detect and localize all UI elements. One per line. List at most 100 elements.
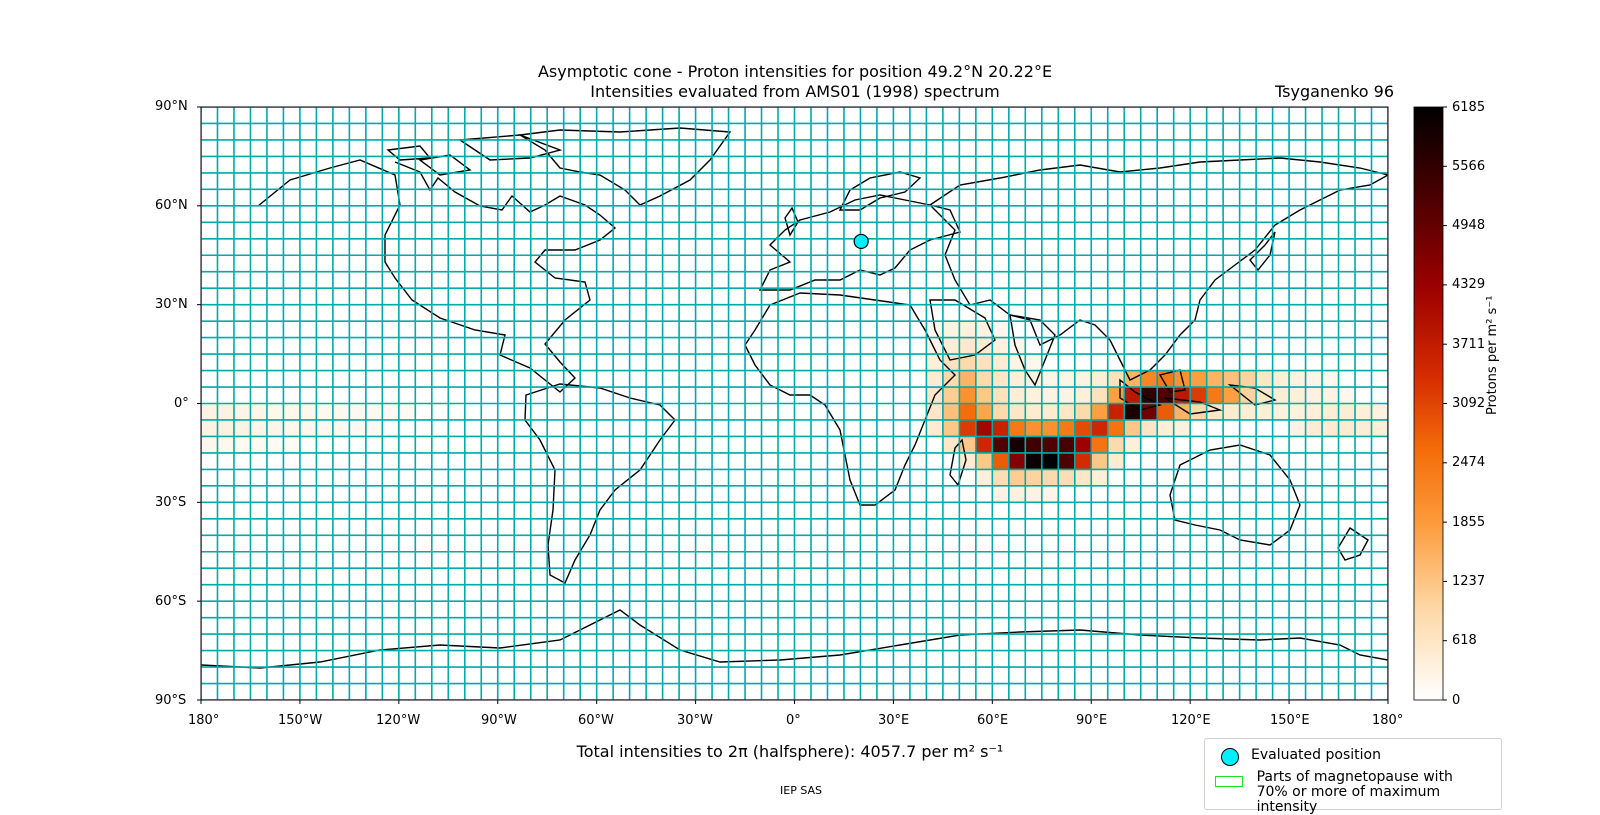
intensity-cell (992, 452, 1009, 470)
intensity-cell (1140, 370, 1158, 388)
intensity-cell (942, 321, 960, 338)
intensity-cell (1074, 370, 1092, 388)
intensity-cell (959, 452, 976, 470)
legend-evaluated-label: Evaluated position (1251, 747, 1381, 763)
intensity-cell (1355, 419, 1372, 437)
intensity-cell (332, 419, 350, 437)
intensity-cell (1157, 419, 1174, 437)
intensity-cell (1074, 469, 1092, 486)
intensity-cell (250, 403, 267, 420)
intensity-cell (1190, 387, 1207, 404)
intensity-cell (1025, 436, 1042, 453)
intensity-cell (1124, 436, 1141, 453)
intensity-cell (942, 387, 960, 404)
intensity-cell (942, 354, 960, 371)
colorbar-tick: 3711 (1452, 337, 1486, 352)
colorbar-tick: 4329 (1452, 277, 1486, 292)
intensity-cell (217, 419, 234, 437)
intensity-cell (233, 436, 251, 453)
lon-label: 180° (1372, 713, 1404, 728)
intensity-cell (1008, 419, 1026, 437)
intensity-cell (1025, 485, 1042, 503)
intensity-cell (975, 337, 993, 355)
intensity-cell (1322, 419, 1339, 437)
intensity-cell (1041, 370, 1059, 388)
intensity-cell (992, 321, 1009, 338)
intensity-cell (1058, 370, 1075, 388)
intensity-cell (1190, 403, 1207, 420)
intensity-cell (959, 321, 976, 338)
colorbar-tick: 618 (1452, 633, 1477, 648)
lon-label: 180° (188, 713, 220, 728)
intensity-cell (1025, 403, 1042, 420)
lon-label: 90°E (1076, 713, 1108, 728)
intensity-cell (1305, 419, 1323, 437)
intensity-cell (1107, 419, 1125, 437)
lat-label: 30°S (155, 495, 187, 510)
intensity-cell (1008, 370, 1026, 388)
intensity-cell (266, 436, 284, 453)
intensity-cell (1289, 370, 1306, 388)
intensity-cell (975, 370, 993, 388)
intensity-cell (1008, 403, 1026, 420)
intensity-cell (201, 436, 218, 453)
intensity-cell (316, 403, 333, 420)
intensity-cell (1289, 419, 1306, 437)
intensity-cell (959, 354, 976, 371)
intensity-cell (975, 469, 993, 486)
intensity-cell (942, 419, 960, 437)
intensity-cell (250, 436, 267, 453)
intensity-cell (1058, 419, 1075, 437)
magnetopause-icon (1215, 776, 1243, 787)
intensity-cell (1107, 452, 1125, 470)
intensity-cell (1124, 419, 1141, 437)
intensity-cell (1206, 370, 1224, 388)
intensity-cell (942, 436, 960, 453)
colorbar-tick: 5566 (1452, 159, 1486, 174)
intensity-cell (959, 337, 976, 355)
colorbar-tick: 0 (1452, 693, 1461, 708)
intensity-cell (1305, 387, 1323, 404)
intensity-cell (1008, 436, 1026, 453)
intensity-cell (1058, 387, 1075, 404)
intensity-cell (1025, 387, 1042, 404)
colorbar-tick: 3092 (1452, 396, 1486, 411)
intensity-cell (992, 370, 1009, 388)
intensity-cell (1322, 370, 1339, 388)
lon-label: 90°W (481, 713, 517, 728)
intensity-cell (975, 403, 993, 420)
intensity-cell (299, 419, 317, 437)
intensity-cell (1239, 403, 1257, 420)
total-intensity-text: Total intensities to 2π (halfsphere): 40… (576, 742, 1004, 761)
intensity-cell (975, 419, 993, 437)
intensity-cell (1206, 403, 1224, 420)
intensity-cell (349, 403, 366, 420)
intensity-cell (382, 403, 399, 420)
intensity-cell (992, 485, 1009, 503)
intensity-cell (1157, 387, 1174, 404)
intensity-cell (1140, 403, 1158, 420)
intensity-cell (1091, 469, 1108, 486)
intensity-cell (992, 419, 1009, 437)
intensity-cell (1338, 387, 1356, 404)
intensity-cell (1107, 403, 1125, 420)
credit-label: IEP SAS (780, 784, 823, 797)
intensity-cell (1305, 370, 1323, 388)
intensity-cell (365, 419, 383, 437)
intensity-cell (217, 403, 234, 420)
lon-label: 60°E (977, 713, 1009, 728)
intensity-cell (1041, 469, 1059, 486)
intensity-cell (1107, 436, 1125, 453)
intensity-cell (1322, 403, 1339, 420)
intensity-cell (1272, 370, 1290, 388)
lon-label: 0° (786, 713, 801, 728)
intensity-cell (1041, 436, 1059, 453)
intensity-cell (233, 419, 251, 437)
magnetopause-grid (201, 107, 1388, 700)
lon-label: 150°E (1270, 713, 1310, 728)
intensity-cell (1058, 469, 1075, 486)
colorbar-tick: 6185 (1452, 100, 1486, 115)
lon-label: 120°E (1171, 713, 1211, 728)
intensity-cell (250, 419, 267, 437)
